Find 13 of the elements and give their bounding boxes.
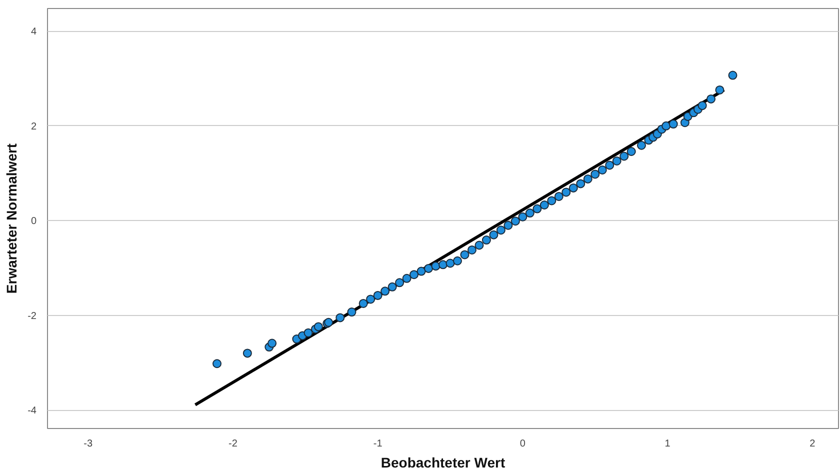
x-tick-label: -2 bbox=[228, 438, 238, 450]
y-axis-title: Erwarteter Normalwert bbox=[4, 143, 20, 294]
y-tick-label: 4 bbox=[30, 26, 37, 38]
y-tick-label: 2 bbox=[30, 121, 37, 132]
y-tick-label: 0 bbox=[30, 216, 37, 228]
x-tick-label: -1 bbox=[373, 438, 383, 450]
x-tick-label: 1 bbox=[664, 438, 671, 450]
x-tick-label: 2 bbox=[810, 438, 816, 450]
y-tick-label: -4 bbox=[28, 406, 37, 417]
x-tick-label: -3 bbox=[84, 438, 93, 450]
x-tick-label: 0 bbox=[520, 438, 526, 450]
x-axis-title: Beobachteter Wert bbox=[380, 454, 506, 470]
y-tick-label: -2 bbox=[28, 310, 37, 322]
